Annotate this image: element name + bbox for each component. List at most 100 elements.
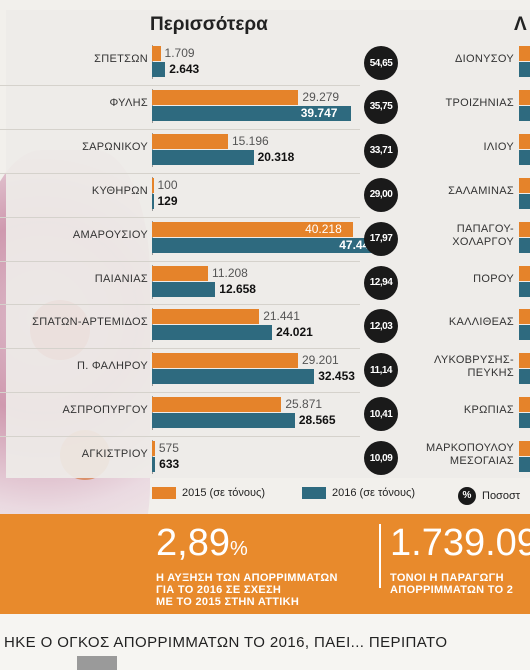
right-bar-2016 bbox=[519, 193, 530, 209]
right-category-label: ΛΥΚΟΒΡΥΣΗΣ-ΠΕΥΚΗΣ bbox=[434, 354, 514, 380]
right-bar-2016 bbox=[519, 413, 530, 429]
right-bar-2016 bbox=[519, 325, 530, 341]
callout-increase-unit: % bbox=[229, 538, 248, 560]
category-label: ΣΠΑΤΩΝ-ΑΡΤΕΜΙΔΟΣ bbox=[32, 316, 148, 329]
callout-increase-caption-2: ΓΙΑ ΤΟ 2016 ΣΕ ΣΧΕΣΗ bbox=[156, 584, 282, 596]
category-label: ΑΣΠΡΟΠΥΡΓΟΥ bbox=[62, 404, 148, 417]
value-label-2016: 633 bbox=[159, 457, 180, 472]
bar-2016 bbox=[152, 62, 166, 77]
right-bar-2015 bbox=[519, 265, 530, 281]
bar-2015 bbox=[152, 441, 155, 457]
category-label: ΚΥΘΗΡΩΝ bbox=[91, 184, 148, 197]
right-bar-2016 bbox=[519, 281, 530, 297]
row-separator bbox=[0, 216, 360, 218]
value-label-2015: 11.208 bbox=[212, 265, 248, 280]
row-separator bbox=[0, 172, 360, 174]
bar-2015 bbox=[152, 309, 260, 325]
right-bar-2016 bbox=[519, 369, 530, 385]
bar-2016 bbox=[152, 369, 315, 385]
bar-2016 bbox=[152, 237, 390, 253]
category-label: ΣΠΕΤΣΩΝ bbox=[94, 53, 148, 65]
category-label: ΑΓΚΙΣΤΡΙΟΥ bbox=[81, 448, 148, 461]
bar-2016 bbox=[152, 105, 351, 121]
headline-next-line-fragment bbox=[77, 656, 117, 670]
right-bar-2015 bbox=[519, 353, 530, 369]
right-bar-2015 bbox=[519, 397, 530, 413]
right-category-label: ΤΡΟΙΖΗΝΙΑΣ bbox=[445, 96, 514, 109]
callout-band bbox=[0, 514, 530, 614]
percent-change-badge: 33,71 bbox=[364, 133, 398, 168]
category-label: Π. ΦΑΛΗΡΟΥ bbox=[76, 360, 148, 373]
legend-swatch-2015 bbox=[152, 487, 176, 499]
value-label-2015: 40.218 bbox=[305, 221, 342, 236]
value-label-2015: 29.279 bbox=[302, 89, 340, 104]
callout-increase-value: 2,89% bbox=[156, 522, 248, 565]
chart-title: Περισσότερα bbox=[150, 14, 268, 35]
category-label: ΠΑΙΑΝΙΑΣ bbox=[94, 272, 148, 285]
bar-2015 bbox=[152, 177, 154, 193]
right-bar-2016 bbox=[519, 105, 530, 121]
row-separator bbox=[0, 436, 360, 438]
value-label-2016: 129 bbox=[157, 193, 178, 208]
bar-2015 bbox=[152, 89, 299, 105]
value-label-2016: 2.643 bbox=[169, 62, 200, 76]
bar-2016 bbox=[152, 193, 154, 209]
bar-2015 bbox=[152, 133, 228, 149]
category-label: ΣΑΡΩΝΙΚΟΥ bbox=[82, 140, 148, 153]
row-separator bbox=[0, 260, 360, 262]
right-category-label: ΚΡΩΠΙΑΣ bbox=[463, 404, 514, 417]
right-chart-title: Λ bbox=[514, 14, 527, 35]
legend-swatch-2016 bbox=[302, 487, 326, 499]
right-category-label: ΣΑΛΑΜΙΝΑΣ bbox=[448, 184, 514, 197]
percent-change-badge: 29,00 bbox=[364, 177, 398, 212]
bar-2015 bbox=[152, 353, 298, 369]
value-label-2015: 1.709 bbox=[164, 46, 195, 60]
right-bar-2015 bbox=[519, 441, 530, 457]
bar-2016 bbox=[152, 413, 295, 429]
percent-change-badge: 12,94 bbox=[364, 265, 398, 300]
right-category-label: ΔΙΟΝΥΣΟΥ bbox=[455, 53, 514, 65]
percent-change-badge: 11,14 bbox=[364, 353, 398, 388]
callout-total-caption-2: ΑΠΟΡΡΙΜΜΑΤΩΝ ΤΟ 2 bbox=[390, 584, 514, 596]
right-bar-2015 bbox=[519, 177, 530, 193]
bar-2016 bbox=[152, 149, 254, 165]
row-separator bbox=[0, 84, 360, 86]
bar-2015 bbox=[152, 265, 209, 281]
right-category-label: ΜΑΡΚΟΠΟΥΛΟΥ ΜΕΣΟΓΑΙΑΣ bbox=[425, 442, 514, 468]
percent-change-badge: 10,41 bbox=[364, 397, 398, 432]
bar-2015 bbox=[152, 46, 161, 61]
right-bar-2015 bbox=[519, 89, 530, 105]
right-bar-2016 bbox=[519, 149, 530, 165]
bar-2016 bbox=[152, 325, 273, 341]
value-label-2016: 12.658 bbox=[219, 281, 256, 296]
value-label-2015: 100 bbox=[157, 177, 178, 192]
right-bar-2016 bbox=[519, 62, 530, 77]
value-label-2016: 39.747 bbox=[300, 105, 338, 120]
legend-label-2015: 2015 (σε τόνους) bbox=[182, 487, 265, 499]
right-bar-2016 bbox=[519, 457, 530, 473]
percent-change-badge: 54,65 bbox=[364, 46, 398, 80]
value-label-2016: 24.021 bbox=[276, 325, 313, 340]
callout-divider bbox=[379, 524, 381, 588]
callout-total-value: 1.739.09 bbox=[390, 522, 530, 564]
row-separator bbox=[0, 304, 360, 306]
legend-pct: % Ποσοστ bbox=[458, 487, 520, 505]
right-category-label: ΚΑΛΛΙΘΕΑΣ bbox=[448, 316, 514, 329]
row-separator bbox=[0, 128, 360, 130]
bar-2016 bbox=[152, 457, 156, 473]
right-bar-2015 bbox=[519, 221, 530, 237]
row-separator bbox=[0, 348, 360, 350]
legend-2015: 2015 (σε τόνους) bbox=[152, 487, 265, 499]
callout-increase-number: 2,89 bbox=[156, 522, 230, 564]
callout-increase-caption-3: ΜΕ ΤΟ 2015 ΣΤΗΝ ΑΤΤΙΚΗ bbox=[156, 596, 300, 608]
right-bar-2015 bbox=[519, 133, 530, 149]
value-label-2016: 28.565 bbox=[298, 413, 336, 428]
right-category-label: ΠΑΠΑΓΟΥ-ΧΟΛΑΡΓΟΥ bbox=[452, 222, 514, 248]
category-label: ΦΥΛΗΣ bbox=[109, 96, 148, 109]
headline-text: ΗΚΕ Ο ΟΓΚΟΣ ΑΠΟΡΡΙΜΜΑΤΩΝ ΤΟ 2016, ΠΑΕΙ..… bbox=[4, 634, 448, 651]
legend-label-2016: 2016 (σε τόνους) bbox=[332, 487, 415, 499]
right-bar-2015 bbox=[519, 46, 530, 61]
row-separator bbox=[0, 392, 360, 394]
value-label-2015: 21.441 bbox=[263, 309, 300, 324]
